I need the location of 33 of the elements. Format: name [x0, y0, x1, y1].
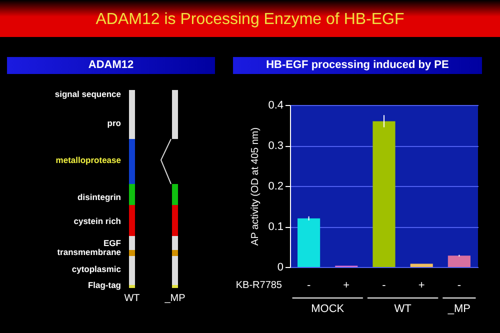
x-tick-label: +	[343, 280, 350, 292]
bar	[410, 264, 433, 267]
text: cytoplasmic	[72, 264, 122, 274]
x-tick-label: +	[418, 280, 425, 292]
text: Flag-tag	[88, 280, 121, 290]
text: pro	[107, 118, 121, 128]
text: KB-R7785	[236, 280, 282, 291]
text: EGF	[104, 238, 121, 248]
x-tick-label: -	[306, 280, 311, 292]
bar	[372, 121, 396, 267]
text: signal sequence	[54, 89, 122, 99]
chart-title: HB-EGF processing induced by PE	[233, 57, 482, 74]
text: disintegrin	[78, 192, 121, 202]
text: ADAM12 is Processing Enzyme of HB-EGF	[0, 0, 500, 37]
text: _MP	[446, 303, 471, 315]
bar	[298, 218, 320, 267]
text: WT	[124, 293, 140, 304]
bar	[448, 256, 470, 267]
text: cystein rich	[74, 216, 121, 226]
text: ADAM12	[7, 57, 215, 74]
text: MOCK	[311, 303, 345, 315]
text: WT	[394, 303, 412, 315]
x-tick-label: -	[382, 280, 386, 292]
text: _MP	[164, 293, 186, 304]
x-tick-label: -	[457, 280, 462, 292]
y-tick-label: 0.3	[268, 140, 284, 152]
y-tick-label: 0	[277, 262, 284, 274]
text: transmembrane	[57, 247, 122, 257]
y-tick-label: 0.4	[268, 100, 284, 112]
y-axis-title: AP activity (OD at 405 nm)	[250, 127, 262, 246]
y-tick-label: 0.2	[268, 180, 284, 192]
text: metalloprotease	[56, 155, 122, 165]
y-tick-label: 0.1	[268, 221, 284, 233]
